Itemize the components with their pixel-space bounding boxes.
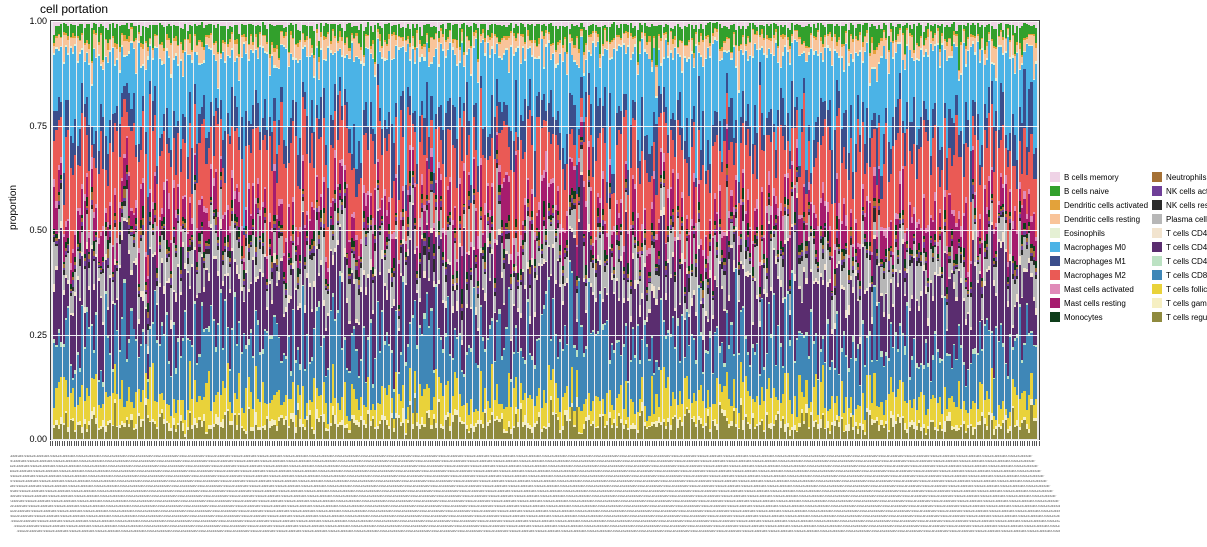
legend-swatch: [1050, 228, 1060, 238]
x-axis-sample-labels: TCGA-XX-XXXX-01A TCGA-XX-XXXX-01A TCGA-X…: [10, 455, 1060, 540]
legend-swatch: [1152, 312, 1162, 322]
legend-label: Macrophages M1: [1064, 257, 1126, 266]
legend-swatch: [1050, 186, 1060, 196]
y-tick-label: 1.00: [17, 16, 47, 26]
legend-swatch: [1050, 312, 1060, 322]
legend-swatch: [1050, 242, 1060, 252]
figure-root: cell portation proportion 0.000.250.500.…: [0, 0, 1207, 547]
legend-item: Macrophages M1: [1050, 254, 1148, 268]
y-tick-label: 0.25: [17, 330, 47, 340]
legend-swatch: [1050, 200, 1060, 210]
plot-panel: 0.000.250.500.751.00: [50, 20, 1040, 440]
legend-item: T cells CD8: [1152, 268, 1207, 282]
y-tick-label: 0.50: [17, 225, 47, 235]
legend-swatch: [1152, 172, 1162, 182]
legend-item: Monocytes: [1050, 310, 1148, 324]
legend-item: Mast cells activated: [1050, 282, 1148, 296]
legend-item: T cells follicular helper: [1152, 282, 1207, 296]
legend-item: NK cells activated: [1152, 184, 1207, 198]
legend-label: Monocytes: [1064, 313, 1103, 322]
legend-label: Mast cells activated: [1064, 285, 1134, 294]
legend-item: T cells CD4 memory activated: [1152, 226, 1207, 240]
legend-swatch: [1152, 256, 1162, 266]
legend-label: Macrophages M0: [1064, 243, 1126, 252]
x-axis-tick-marks: [50, 441, 1040, 453]
legend-item: T cells CD4 naive: [1152, 254, 1207, 268]
legend-item: T cells gamma delta: [1152, 296, 1207, 310]
legend-label: T cells CD8: [1166, 271, 1207, 280]
legend-item: Mast cells resting: [1050, 296, 1148, 310]
legend-label: Dendritic cells resting: [1064, 215, 1140, 224]
legend-label: T cells gamma delta: [1166, 299, 1207, 308]
legend-label: B cells naive: [1064, 187, 1109, 196]
y-tick-label: 0.00: [17, 434, 47, 444]
legend-item: Dendritic cells resting: [1050, 212, 1148, 226]
legend-swatch: [1050, 214, 1060, 224]
legend-column: B cells memory B cells naive Dendritic cel…: [1050, 170, 1148, 324]
legend-swatch: [1152, 228, 1162, 238]
legend-item: Plasma cells: [1152, 212, 1207, 226]
legend-swatch: [1050, 284, 1060, 294]
legend-swatch: [1152, 298, 1162, 308]
legend-item: T cells regulatory (Tregs): [1152, 310, 1207, 324]
legend-label: B cells memory: [1064, 173, 1119, 182]
legend-label: Dendritic cells activated: [1064, 201, 1148, 210]
legend-label: T cells CD4 naive: [1166, 257, 1207, 266]
y-axis-label: proportion: [8, 185, 19, 230]
legend-label: Neutrophils: [1166, 173, 1206, 182]
legend-label: T cells follicular helper: [1166, 285, 1207, 294]
legend-swatch: [1050, 172, 1060, 182]
legend-swatch: [1152, 270, 1162, 280]
legend-label: NK cells activated: [1166, 187, 1207, 196]
legend-swatch: [1152, 214, 1162, 224]
legend-item: Macrophages M0: [1050, 240, 1148, 254]
y-tick-label: 0.75: [17, 121, 47, 131]
plot-title: cell portation: [40, 2, 108, 16]
legend-label: T cells CD4 memory activated: [1166, 229, 1207, 238]
legend-label: T cells regulatory (Tregs): [1166, 313, 1207, 322]
legend-item: B cells naive: [1050, 184, 1148, 198]
legend-swatch: [1152, 200, 1162, 210]
legend-item: T cells CD4 memory resting: [1152, 240, 1207, 254]
legend-label: Plasma cells: [1166, 215, 1207, 224]
legend-swatch: [1050, 256, 1060, 266]
legend-label: Eosinophils: [1064, 229, 1105, 238]
legend-column: Neutrophils NK cells activated NK cells re…: [1152, 170, 1207, 324]
legend: B cells memory B cells naive Dendritic cel…: [1050, 170, 1205, 324]
legend-swatch: [1152, 186, 1162, 196]
legend-item: Neutrophils: [1152, 170, 1207, 184]
legend-item: Eosinophils: [1050, 226, 1148, 240]
legend-swatch: [1152, 284, 1162, 294]
legend-swatch: [1050, 298, 1060, 308]
legend-swatch: [1152, 242, 1162, 252]
legend-item: NK cells resting: [1152, 198, 1207, 212]
legend-item: Macrophages M2: [1050, 268, 1148, 282]
legend-swatch: [1050, 270, 1060, 280]
legend-label: T cells CD4 memory resting: [1166, 243, 1207, 252]
legend-item: Dendritic cells activated: [1050, 198, 1148, 212]
legend-label: Mast cells resting: [1064, 299, 1126, 308]
legend-label: NK cells resting: [1166, 201, 1207, 210]
legend-label: Macrophages M2: [1064, 271, 1126, 280]
legend-item: B cells memory: [1050, 170, 1148, 184]
